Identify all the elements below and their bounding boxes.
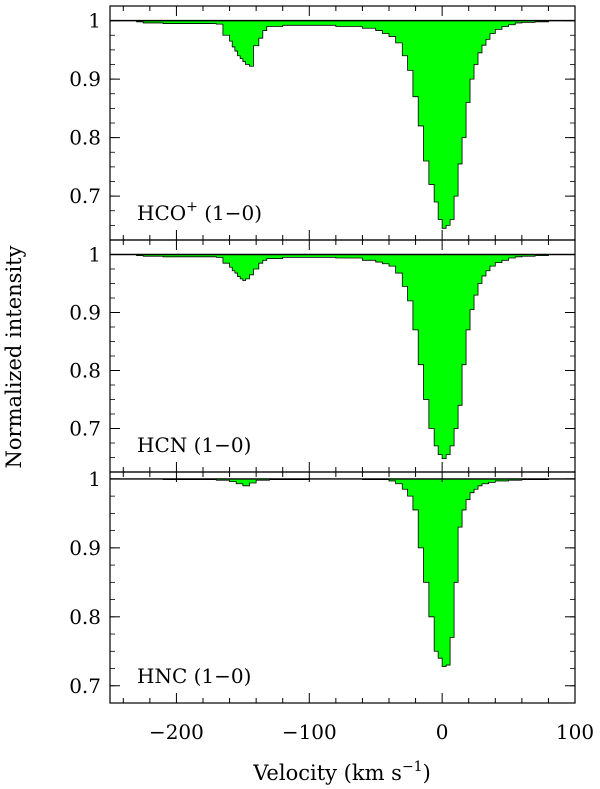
panel-label-3: HNC (1−0): [137, 664, 251, 688]
y-axis-title: Normalized intensity: [2, 245, 26, 468]
series-fill-1: [110, 20, 575, 229]
panel-2: 0.7 0.8 0.9 1 HCN (1−0): [69, 239, 576, 473]
series-outline-1: [110, 20, 575, 229]
x-tick-label-0: −200: [149, 720, 204, 744]
y-tick-label-2-2: 0.9: [69, 301, 101, 325]
x-axis-title-sup: −1: [402, 759, 423, 775]
series-fill-2: [110, 254, 575, 459]
y-tick-label-2-0: 0.7: [69, 417, 101, 441]
y-tick-label-2-1: 0.8: [69, 359, 101, 383]
x-tick-labels: −200 −100 0 100: [149, 720, 594, 744]
x-axis-title-main: Velocity (km s: [252, 761, 402, 785]
panel-label-rest: (1−0): [198, 201, 262, 225]
x-axis-title: Velocity (km s−1): [252, 759, 431, 785]
y-tick-label-3-3: 1: [88, 467, 101, 491]
x-axis-title-close: ): [423, 761, 431, 785]
y-tick-label-1-2: 0.9: [69, 67, 101, 91]
series-fill-3: [110, 478, 575, 667]
panel-label-2: HCN (1−0): [137, 433, 251, 457]
series-outline-2: [110, 254, 575, 460]
panel-3: 0.7 0.8 0.9 1 HNC (1−0): [69, 467, 576, 704]
panel-label-sup: +: [186, 199, 198, 215]
panel-label-main: HCO: [137, 201, 186, 225]
panel-label-rest: (1−0): [187, 433, 251, 457]
y-tick-label-2-3: 1: [88, 243, 101, 267]
series-outline-3: [110, 478, 575, 667]
panel-1: 0.7 0.8 0.9 1 HCO+ (1−0): [69, 5, 576, 241]
y-tick-label-3-2: 0.9: [69, 536, 101, 560]
panel-label-main: HNC: [137, 664, 187, 688]
panel-label-rest: (1−0): [187, 664, 251, 688]
y-tick-label-3-1: 0.8: [69, 605, 101, 629]
x-tick-label-2: 0: [436, 720, 449, 744]
x-tick-label-1: −100: [282, 720, 337, 744]
y-tick-label-1-1: 0.8: [69, 126, 101, 150]
y-tick-label-1-3: 1: [88, 9, 101, 33]
panel-frame-3: [109, 471, 576, 704]
panel-label-1: HCO+ (1−0): [137, 199, 262, 225]
y-tick-label-1-0: 0.7: [69, 184, 101, 208]
x-tick-label-3: 100: [556, 720, 594, 744]
y-tick-label-3-0: 0.7: [69, 674, 101, 698]
panel-label-main: HCN: [137, 433, 187, 457]
